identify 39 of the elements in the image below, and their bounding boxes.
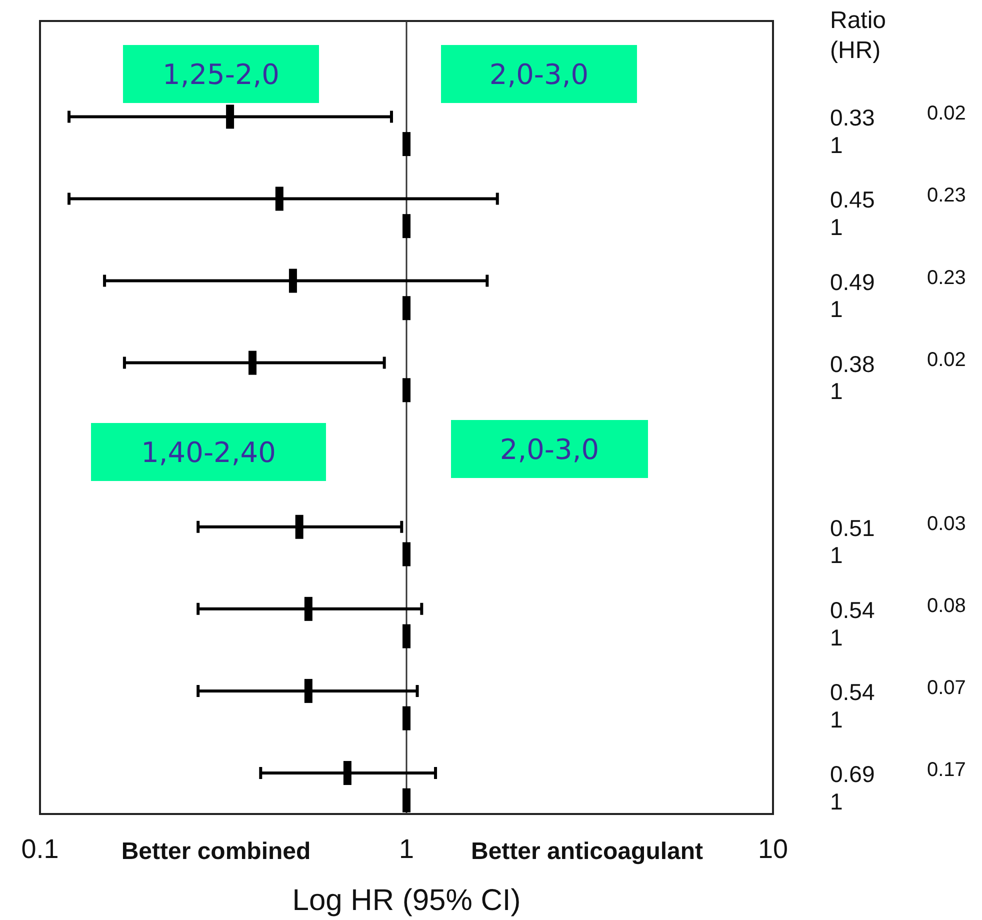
data-label: 0.51 [830, 514, 875, 541]
data-label: 0.45 [830, 186, 875, 213]
data-label: 1 [830, 788, 843, 814]
text: 0.23 [927, 184, 966, 207]
annotation: 1,40-2,40 [141, 436, 276, 469]
data-label: 0.33 [830, 104, 875, 131]
data-label: 0.54 [830, 678, 875, 705]
text: 0.02 [927, 102, 966, 125]
data-label: 1 [830, 296, 843, 322]
data-label: 1 [830, 624, 843, 650]
data-label: 0.49 [830, 268, 875, 295]
x-axis-title: Log HR (95% CI) [292, 884, 521, 917]
data-label: 1 [830, 542, 843, 568]
text: 0.08 [927, 594, 966, 617]
text: 0.23 [927, 266, 966, 289]
data-label: 1 [830, 132, 843, 158]
data-label: 1 [830, 214, 843, 240]
data-label: 0.38 [830, 350, 875, 377]
text: 0.17 [927, 758, 966, 781]
x-tick-label: 1 [398, 834, 414, 864]
data-label: 0.54 [830, 596, 875, 623]
text-box: 2,0-3,0 [451, 420, 648, 478]
text-box: 2,0-3,0 [441, 45, 637, 103]
text: 0.07 [927, 676, 966, 699]
annotation: 2,0-3,0 [500, 433, 600, 466]
data-label: 1 [830, 378, 843, 404]
data-label: 0.69 [830, 760, 875, 787]
text-box: 1,40-2,40 [91, 423, 326, 481]
annotation: 2,0-3,0 [489, 58, 589, 91]
text-box: 1,25-2,0 [123, 45, 319, 103]
annotation: 1,25-2,0 [162, 58, 280, 91]
data-label: 1 [830, 706, 843, 732]
text: Ratio (HR) [830, 7, 886, 64]
text: Better anticoagulant [470, 838, 704, 865]
text: 0.02 [927, 348, 966, 371]
x-tick-label: 10 [758, 834, 788, 864]
x-tick-label: 0.1 [21, 834, 59, 864]
text: Better combined [121, 838, 311, 865]
text: 0.03 [927, 512, 966, 535]
